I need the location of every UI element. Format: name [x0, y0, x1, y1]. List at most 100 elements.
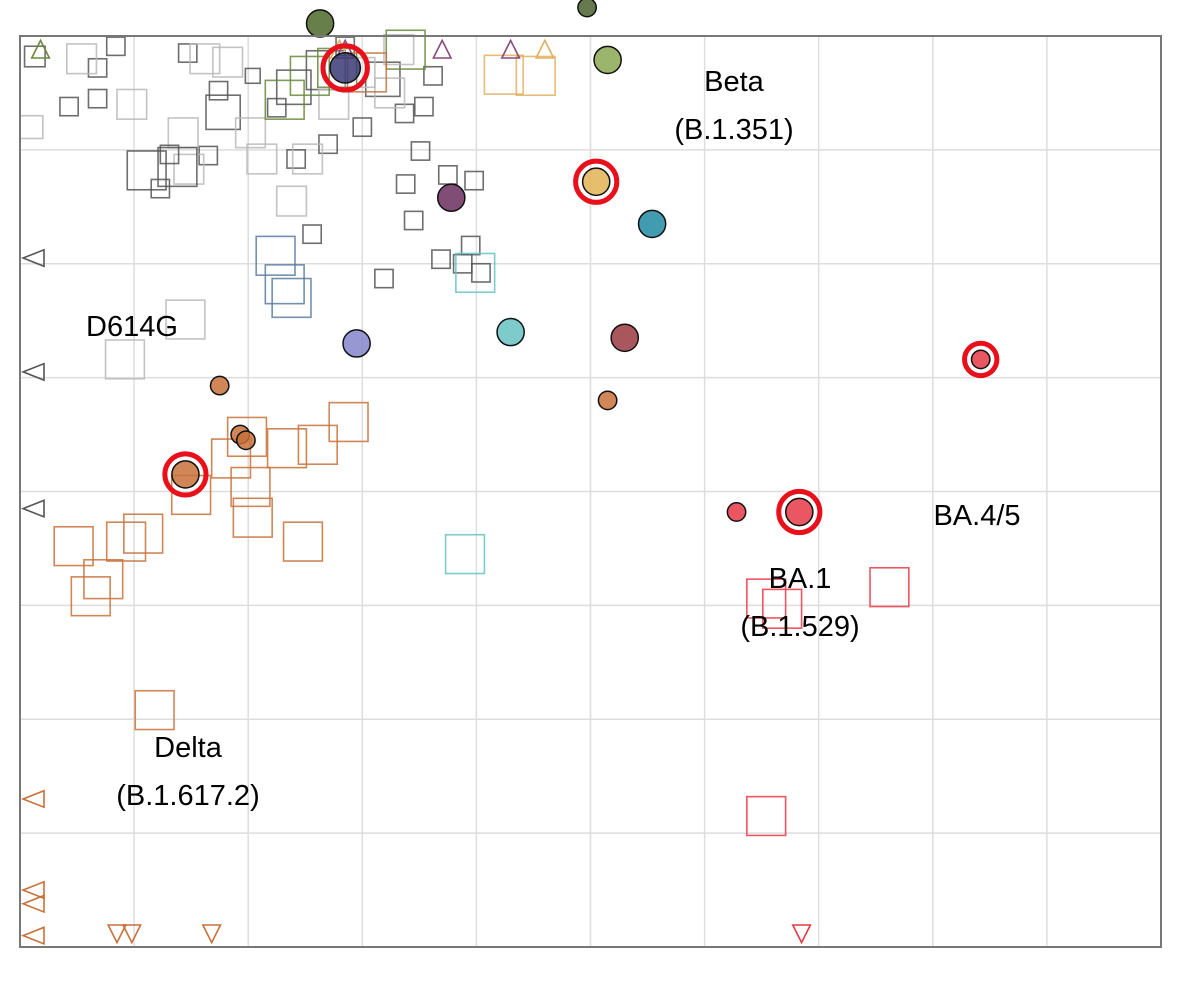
serum-point [282, 521, 324, 562]
antigen-point [610, 323, 640, 353]
serum-point [423, 65, 443, 86]
label-ba1-lineage: (B.1.529) [740, 611, 859, 643]
serum-point [159, 144, 180, 165]
serum-point [869, 566, 910, 608]
serum-point [23, 45, 46, 68]
serum-point [232, 497, 273, 538]
antigen-highlight-ring [320, 43, 370, 93]
serum-point [264, 264, 305, 305]
off-scale-marker [20, 248, 45, 268]
antigen-point [577, 0, 598, 18]
serum-point [255, 235, 296, 276]
serum-point [515, 55, 556, 97]
serum-point [59, 96, 79, 117]
off-scale-marker [201, 924, 222, 945]
serum-point [87, 57, 108, 78]
serum-point [266, 97, 287, 118]
antigen-highlight-ring [776, 488, 823, 536]
serum-point [444, 533, 486, 575]
antigens-layer [162, 0, 1000, 536]
serum-point [352, 117, 373, 138]
serum-point [264, 79, 305, 120]
serum-point [761, 588, 803, 629]
antigen-highlight-ring [573, 158, 620, 205]
antigen-point [597, 390, 618, 411]
serum-point [302, 224, 323, 245]
serum-point [105, 36, 126, 57]
serum-point [198, 145, 219, 166]
off-scale-marker [20, 362, 45, 382]
serum-point [205, 94, 242, 131]
serum-point [431, 249, 451, 270]
off-scale-marker [432, 38, 453, 59]
serum-point [53, 525, 94, 567]
serum-point [104, 339, 146, 380]
serum-point [157, 146, 198, 188]
off-scale-marker [20, 894, 45, 914]
antigen-point [581, 167, 611, 197]
serum-point [385, 29, 426, 70]
serum-point [65, 43, 98, 75]
off-scale-marker [500, 38, 521, 59]
label-delta-lineage: (B.1.617.2) [116, 780, 259, 812]
antigen-point [784, 497, 814, 527]
label-ba1: BA.1 [769, 563, 832, 595]
serum-point [452, 253, 473, 274]
serum-point [87, 88, 108, 109]
off-scale-marker [791, 924, 812, 945]
antigen-point [342, 329, 371, 358]
antigen-point [726, 502, 747, 522]
serum-point [383, 34, 415, 66]
serum-point [244, 67, 261, 85]
antigen-point [329, 51, 362, 84]
serum-point [150, 178, 171, 199]
antigen-point [171, 460, 200, 489]
annotation-layer: D614G Beta (B.1.351) Delta (B.1.617.2) B… [86, 66, 1020, 812]
off-scale-marker [20, 499, 45, 519]
serum-point [746, 578, 787, 619]
antigen-point [496, 317, 525, 347]
off-scale-marker [20, 789, 45, 809]
off-scale-marker [106, 924, 128, 945]
serum-point [413, 96, 434, 117]
serum-point [374, 77, 406, 109]
serum-point [455, 252, 496, 294]
antigen-point [637, 209, 667, 239]
antigen-point [436, 183, 466, 213]
serum-point [328, 401, 369, 443]
serum-point [297, 424, 338, 466]
serum-point [134, 689, 175, 731]
serum-point [410, 141, 431, 161]
serum-point [126, 150, 167, 191]
serum-point [275, 69, 312, 106]
plot-frame [19, 35, 1162, 948]
serum-point [395, 174, 416, 194]
serum-point [234, 117, 267, 149]
serum-point [189, 43, 221, 75]
label-ba45: BA.4/5 [933, 500, 1020, 532]
serum-point [291, 143, 324, 175]
serum-point [286, 149, 307, 169]
serum-point [212, 46, 244, 78]
antigen-point [970, 349, 991, 370]
serum-point [246, 143, 278, 175]
serum-point [70, 576, 111, 617]
serum-point [83, 558, 124, 600]
label-beta: Beta [704, 66, 765, 98]
off-scale-marker [20, 926, 45, 946]
serum-point [289, 55, 331, 97]
serum-point [177, 43, 198, 64]
serum-point [403, 210, 424, 231]
off-scale-marker [534, 38, 555, 59]
serum-point [266, 428, 308, 469]
serum-point [746, 795, 787, 837]
antigen-point [235, 430, 256, 451]
serum-point [165, 299, 206, 340]
serum-point [374, 268, 394, 289]
off-scale-marker [30, 38, 51, 59]
serum-point [208, 80, 229, 101]
serum-point [116, 88, 148, 120]
serum-point [173, 153, 205, 185]
serum-point [275, 185, 308, 217]
